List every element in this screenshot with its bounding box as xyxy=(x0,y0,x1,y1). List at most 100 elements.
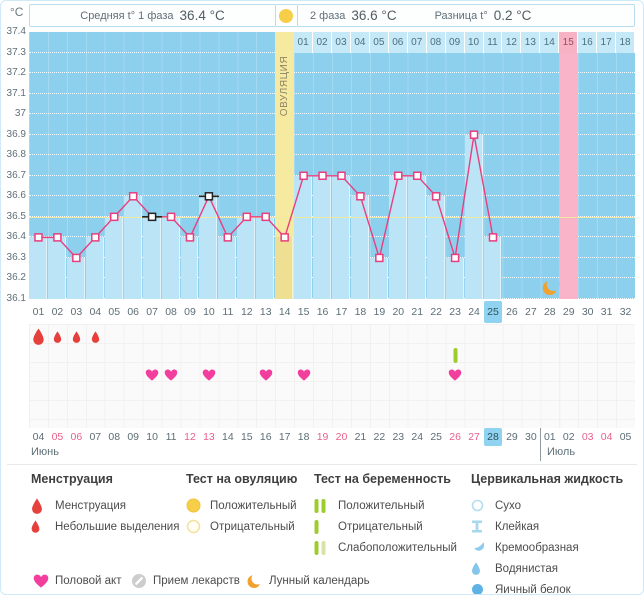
temp-point xyxy=(166,212,176,222)
cycle-day-23[interactable]: 23 xyxy=(449,306,461,318)
temp-point xyxy=(375,253,384,263)
cycle-day-09[interactable]: 09 xyxy=(184,306,196,318)
phase2-day-cell: 05 xyxy=(369,32,389,53)
menstruation-heavy-icon xyxy=(32,328,45,345)
calendar-date-08: 08 xyxy=(108,431,121,443)
cycle-day-08[interactable]: 08 xyxy=(165,306,177,318)
temperature-column xyxy=(180,237,199,299)
cycle-day-18[interactable]: 18 xyxy=(354,306,367,318)
legend-item-label: Лунный календарь xyxy=(269,574,370,587)
calendar-date-11: 11 xyxy=(165,431,177,443)
temperature-column xyxy=(350,196,369,299)
legend-item: Клейкая xyxy=(471,516,623,537)
calendar-date-04: 04 xyxy=(32,431,45,443)
temperature-column xyxy=(275,237,294,299)
temperature-column xyxy=(332,175,350,299)
phase2-day-cell: 09 xyxy=(445,32,465,53)
temperature-column xyxy=(123,196,142,299)
legend-ovulation-test: Тест на овуляцию Положительный Отрицател… xyxy=(186,472,297,537)
cycle-day-01[interactable]: 01 xyxy=(32,306,45,318)
cycle-day-22[interactable]: 22 xyxy=(430,306,442,318)
legend-item-label: Менструация xyxy=(55,499,126,512)
spotting-drop-icon xyxy=(31,520,55,533)
chart-gridline xyxy=(29,154,635,156)
calendar-date-18: 18 xyxy=(297,431,310,443)
calendar-date-24: 24 xyxy=(411,431,424,443)
pregnancy-test-negative-icon xyxy=(453,347,458,364)
cycle-day-17[interactable]: 17 xyxy=(335,306,348,318)
cycle-day-04[interactable]: 04 xyxy=(89,306,102,318)
cycle-day-24[interactable]: 24 xyxy=(468,306,480,318)
cycle-day-16[interactable]: 16 xyxy=(316,306,329,318)
cycle-day-21[interactable]: 21 xyxy=(411,306,424,318)
cycle-day-32[interactable]: 32 xyxy=(619,306,632,318)
pill-icon xyxy=(131,573,153,589)
temperature-column xyxy=(313,175,331,299)
pregnancy-test-weak-positive-icon xyxy=(314,540,338,556)
cycle-day-25[interactable]: 25 xyxy=(483,301,503,323)
calendar-date-02: 02 xyxy=(562,431,575,443)
ovulation-positive-icon xyxy=(279,9,293,23)
temperature-column xyxy=(483,237,502,299)
legend-pregnancy-test: Тест на беременность Положительный Отриц… xyxy=(314,472,457,558)
calendar-date-26: 26 xyxy=(449,431,461,443)
cervical-watery-icon xyxy=(471,562,495,575)
cycle-day-13[interactable]: 13 xyxy=(259,306,272,318)
cycle-day-31[interactable]: 31 xyxy=(600,306,613,318)
cycle-day-14[interactable]: 14 xyxy=(278,306,291,318)
calendar-date-06: 06 xyxy=(70,431,83,443)
temperature-column xyxy=(199,196,218,299)
intercourse-heart-icon xyxy=(202,369,216,381)
cycle-day-19[interactable]: 19 xyxy=(373,306,386,318)
calendar-date-03: 03 xyxy=(581,431,594,443)
cycle-day-11[interactable]: 11 xyxy=(222,306,234,318)
menstruation-light-icon xyxy=(72,331,81,343)
legend-item-label: Положительный xyxy=(338,499,425,512)
temperature-column xyxy=(369,257,388,299)
cycle-day-03[interactable]: 03 xyxy=(70,306,83,318)
calendar-date-27: 27 xyxy=(468,431,480,443)
temperature-line xyxy=(34,130,560,295)
phase1-average-box: Средняя t° 1 фаза 36.4 °C xyxy=(29,4,276,27)
cycle-day-28[interactable]: 28 xyxy=(543,306,556,318)
difference-value: 0.2 °C xyxy=(493,8,532,23)
y-axis-label: 37.3 xyxy=(6,46,26,58)
legend-menstruation: Менструация Менструация Небольшие выделе… xyxy=(31,472,179,537)
cycle-day-06[interactable]: 06 xyxy=(127,306,139,318)
cycle-day-30[interactable]: 30 xyxy=(581,306,594,318)
cycle-day-29[interactable]: 29 xyxy=(562,306,575,318)
pregnancy-test-positive-icon xyxy=(314,498,338,514)
legend-item-label: Прием лекарств xyxy=(153,574,240,587)
cycle-day-02[interactable]: 02 xyxy=(51,306,64,318)
calendar-date-15: 15 xyxy=(240,431,253,443)
temp-point xyxy=(488,233,498,242)
month-label-july: Июль xyxy=(547,446,576,458)
cycle-day-10[interactable]: 10 xyxy=(203,306,215,318)
cycle-day-07[interactable]: 07 xyxy=(146,306,158,318)
legend-item: Сухо xyxy=(471,495,623,516)
phase2-day-cell: 04 xyxy=(350,32,370,53)
calendar-date-01: 01 xyxy=(543,431,556,443)
legend-item: Слабоположительный xyxy=(314,537,457,558)
temp-point xyxy=(109,212,119,222)
cycle-day-12[interactable]: 12 xyxy=(240,306,253,318)
temperature-column xyxy=(104,216,123,299)
y-axis-label: 37.4 xyxy=(6,26,26,37)
legend-intercourse: Половой акт xyxy=(33,570,121,591)
cycle-day-26[interactable]: 26 xyxy=(506,306,518,318)
calendar-date-05: 05 xyxy=(619,431,632,443)
cycle-day-20[interactable]: 20 xyxy=(392,306,405,318)
ovulation-header-cell xyxy=(276,4,297,27)
temp-point xyxy=(34,233,43,242)
cycle-day-15[interactable]: 15 xyxy=(297,306,310,318)
phase2-day-cell: 14 xyxy=(540,32,560,53)
calendar-date-12: 12 xyxy=(184,431,196,443)
cycle-day-05[interactable]: 05 xyxy=(108,306,121,318)
y-axis-label: 36.2 xyxy=(6,272,26,284)
legend-item-label: Водянистая xyxy=(495,562,559,575)
temp-point xyxy=(128,192,138,201)
calendar-date-14: 14 xyxy=(222,431,234,443)
cycle-day-27[interactable]: 27 xyxy=(525,306,537,318)
temp-point xyxy=(242,212,252,222)
temperature-column xyxy=(237,216,256,299)
